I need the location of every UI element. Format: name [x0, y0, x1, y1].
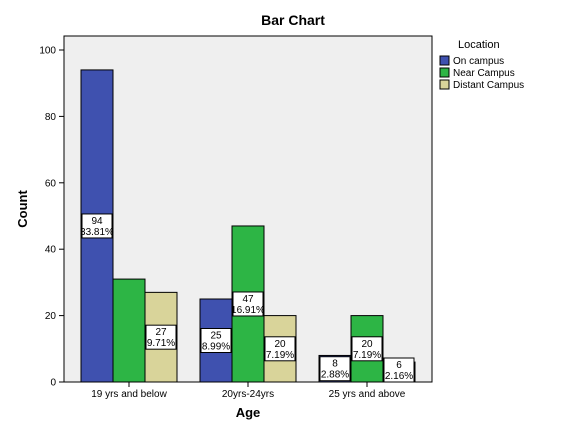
- data-label-count: 47: [242, 294, 254, 305]
- x-tick-label: 19 yrs and below: [91, 389, 167, 400]
- chart-title: Bar Chart: [261, 12, 325, 28]
- data-label-percent: 16.91%: [231, 305, 265, 316]
- x-tick-label: 20yrs-24yrs: [222, 389, 274, 400]
- y-tick-label: 100: [39, 46, 56, 57]
- data-label-box: [383, 357, 415, 383]
- data-label-percent: 2.16%: [385, 371, 413, 382]
- legend-title: Location: [458, 39, 500, 51]
- legend-swatch: [439, 67, 450, 78]
- legend-swatch: [439, 55, 450, 66]
- data-label-box: [319, 356, 351, 382]
- data-label-box: [232, 291, 264, 317]
- legend-label: On campus: [453, 56, 504, 67]
- data-label-count: 8: [332, 359, 338, 370]
- data-label-percent: 8.99%: [202, 342, 230, 353]
- y-tick-label: 60: [45, 178, 57, 189]
- data-label-box: [264, 336, 296, 362]
- data-label-percent: 7.19%: [353, 350, 381, 361]
- data-label-count: 25: [210, 331, 222, 342]
- y-tick-label: 0: [50, 378, 56, 389]
- data-label-box: [351, 336, 383, 362]
- legend-swatch: [439, 79, 450, 90]
- data-label-count: 20: [361, 339, 373, 350]
- data-label-box: [145, 324, 177, 350]
- legend-label: Distant Campus: [453, 80, 524, 91]
- data-label-percent: 2.88%: [321, 370, 349, 381]
- bar: [112, 278, 146, 383]
- data-label-box: [200, 328, 232, 353]
- data-label-count: 27: [155, 327, 167, 338]
- data-label-box: [81, 213, 113, 239]
- y-axis: 0 20 40 60 80 100: [39, 46, 64, 389]
- data-label-percent: 9.71%: [147, 338, 175, 349]
- y-tick-label: 80: [45, 112, 57, 123]
- y-tick-label: 20: [45, 311, 57, 322]
- data-label-percent: 33.81%: [80, 227, 114, 238]
- data-label-percent: 7.19%: [266, 350, 294, 361]
- x-tick-label: 25 yrs and above: [329, 389, 406, 400]
- data-label-count: 6: [396, 360, 402, 371]
- data-label-count: 94: [91, 216, 103, 227]
- x-axis: 19 yrs and below 20yrs-24yrs 25 yrs and ab…: [91, 382, 406, 400]
- data-labels-group: 9433.81%279.71%258.99%4716.91%207.19%82.…: [80, 213, 415, 383]
- y-tick-label: 40: [45, 245, 57, 256]
- data-label-count: 20: [274, 339, 286, 350]
- x-axis-title: Age: [236, 405, 261, 420]
- legend-label: Near Campus: [453, 68, 515, 79]
- y-axis-title: Count: [15, 190, 30, 228]
